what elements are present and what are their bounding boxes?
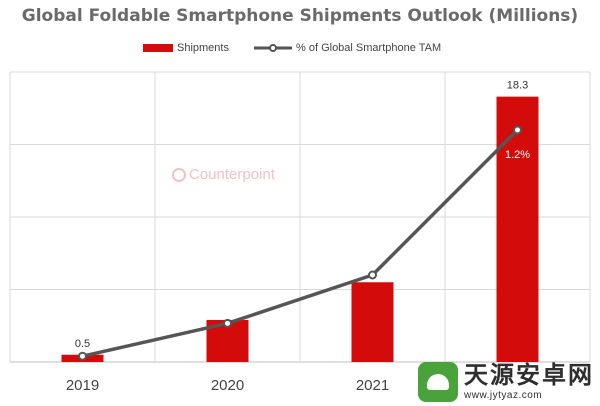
x-tick-label-2020: 2020 <box>211 377 244 394</box>
watermark-text: Counterpoint <box>189 166 275 183</box>
legend-item-shipments: Shipments <box>143 42 229 54</box>
chart-title: Global Foldable Smartphone Shipments Out… <box>21 6 579 26</box>
site-logo-url: www.jytyaz.com <box>464 389 543 401</box>
watermark: Counterpoint <box>172 166 275 183</box>
counterpoint-logo-icon <box>172 167 186 182</box>
bar-2022 <box>496 96 539 363</box>
site-logo-text: 天源安卓网 <box>464 361 594 389</box>
legend-swatch-line <box>254 43 292 53</box>
legend-label-tam: % of Global Smartphone TAM <box>296 42 442 54</box>
legend-item-tam: % of Global Smartphone TAM <box>254 42 441 54</box>
legend-swatch-bar <box>143 44 173 52</box>
android-logo-icon <box>418 362 458 402</box>
x-tick-label-2019: 2019 <box>66 377 99 394</box>
line-data-label-2022: 1.2% <box>505 149 530 161</box>
tam-line <box>82 128 519 358</box>
tam-point-2020 <box>223 318 232 328</box>
x-tick-label-2021: 2021 <box>356 377 389 394</box>
tam-point-2019 <box>78 351 87 361</box>
site-logo: 天源安卓网 www.jytyaz.com <box>418 362 594 402</box>
legend: Shipments % of Global Smartphone TAM <box>0 42 600 60</box>
tam-point-2022 <box>513 125 522 135</box>
bar-2021 <box>351 282 394 362</box>
legend-label-shipments: Shipments <box>177 42 229 54</box>
bar-data-label-2019: 0.5 <box>75 338 90 350</box>
bar-data-label-2022: 18.3 <box>507 80 528 92</box>
tam-point-2021 <box>368 270 377 280</box>
